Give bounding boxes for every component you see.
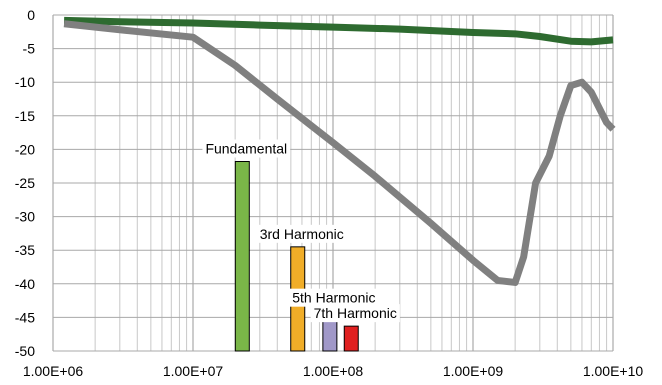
x-tick-label: 1.00E+08: [303, 363, 364, 379]
y-tick-label: -35: [15, 242, 35, 258]
x-tick-label: 1.00E+09: [443, 363, 504, 379]
harmonic-label-background: [256, 224, 347, 243]
harmonic-label: 7th Harmonic: [314, 305, 397, 321]
x-tick-label: 1.00E+07: [163, 363, 224, 379]
y-tick-label: -5: [23, 41, 36, 57]
harmonic-label: 3rd Harmonic: [260, 226, 344, 242]
harmonic-label: 5th Harmonic: [292, 290, 375, 306]
series-lines: [63, 16, 616, 286]
series-line-2: [63, 20, 616, 286]
harmonic-bar: [234, 160, 250, 352]
harmonic-bar: [343, 325, 359, 352]
y-tick-label: -40: [15, 276, 35, 292]
y-tick-label: -15: [15, 108, 35, 124]
y-tick-label: -45: [15, 309, 35, 325]
y-tick-label: -30: [15, 209, 35, 225]
x-tick-label: 1.00E+06: [23, 363, 84, 379]
y-tick-label: -20: [15, 141, 35, 157]
y-tick-label: -25: [15, 175, 35, 191]
harmonic-label-background: [310, 304, 400, 323]
harmonic-label-background: [289, 288, 379, 307]
y-axis-tick-labels: 0 -5 -10 -15 -20 -25 -30 -35 -40 -45 -50: [15, 7, 35, 359]
series-line-1: [64, 16, 614, 46]
x-tick-label: 1.00E+10: [583, 363, 644, 379]
harmonic-label-background: [202, 139, 291, 158]
harmonic-label: Fundamental: [205, 140, 287, 156]
x-axis-tick-labels: 1.00E+06 1.00E+07 1.00E+08 1.00E+09 1.00E+10: [23, 363, 644, 379]
y-tick-label: -10: [15, 74, 35, 90]
y-tick-label: -50: [15, 343, 35, 359]
y-tick-label: 0: [27, 7, 35, 23]
